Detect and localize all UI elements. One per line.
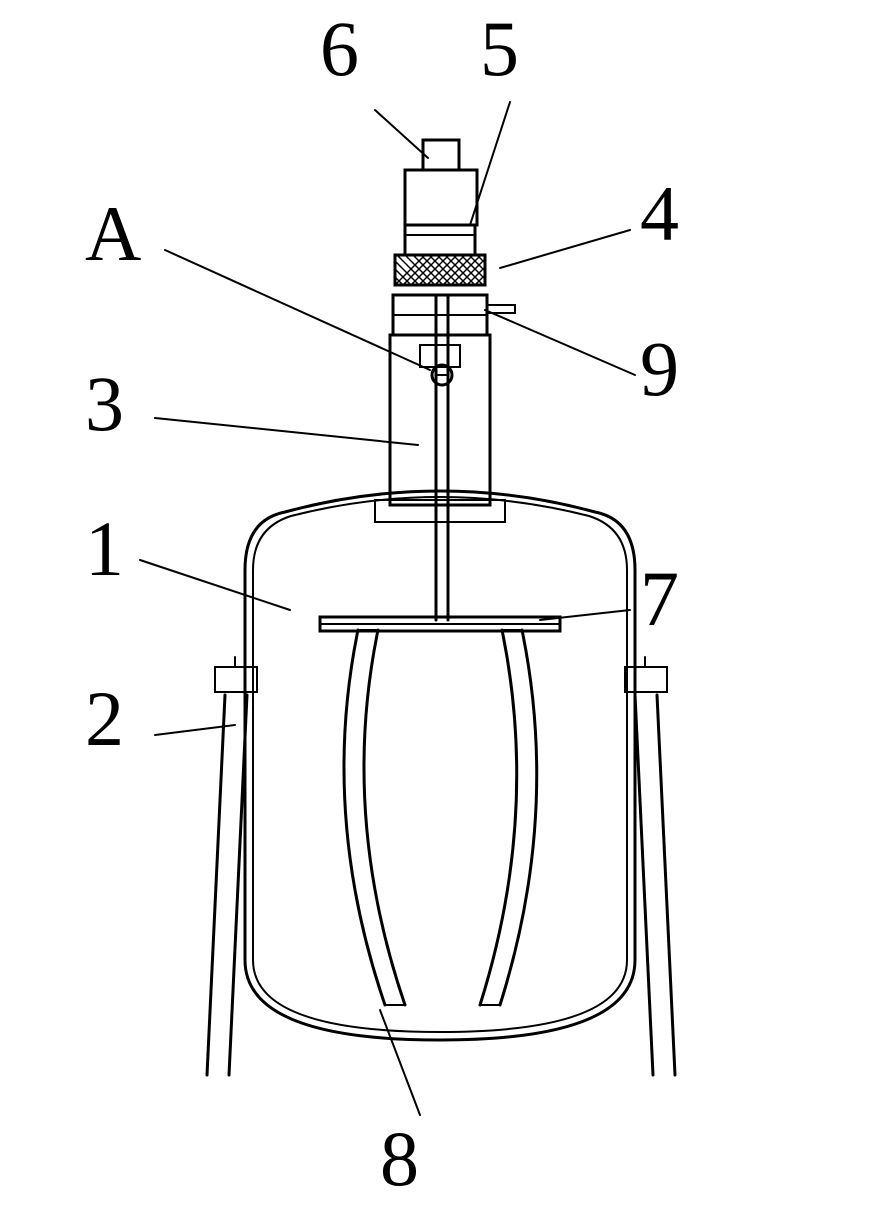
callout-label-lbl2: 2 bbox=[85, 680, 124, 758]
callout-label-lblA: A bbox=[85, 195, 141, 273]
callout-label-lbl3: 3 bbox=[85, 365, 124, 443]
callout-label-lbl5: 5 bbox=[480, 10, 519, 88]
callout-label-lbl1: 1 bbox=[85, 510, 124, 588]
callout-label-lbl9: 9 bbox=[640, 330, 679, 408]
callout-label-lbl4: 4 bbox=[640, 175, 679, 253]
callout-label-lbl7: 7 bbox=[640, 560, 679, 638]
callout-label-lbl8: 8 bbox=[380, 1120, 419, 1198]
callout-label-lbl6: 6 bbox=[320, 10, 359, 88]
